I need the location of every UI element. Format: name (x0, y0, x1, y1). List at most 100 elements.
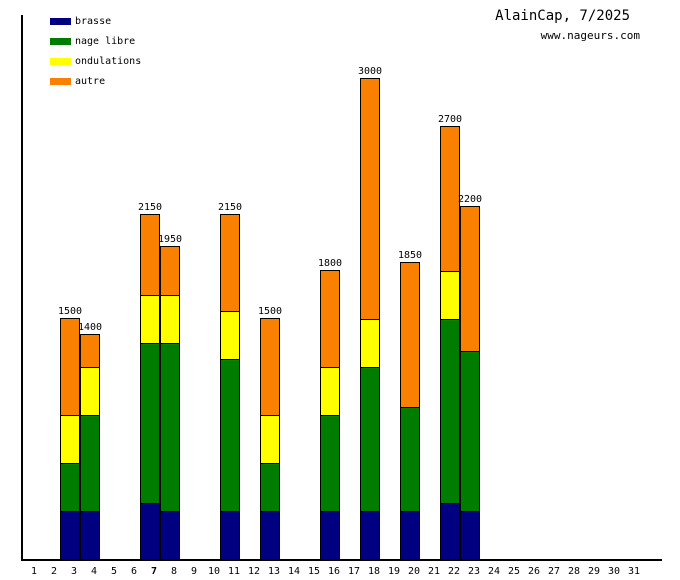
bar-total-label-day-13: 1500 (257, 306, 283, 317)
legend-label-autre: autre (75, 76, 106, 87)
bar-segment-nage_libre (361, 367, 379, 511)
nage_libre-swatch-icon (50, 38, 71, 45)
bar-segment-nage_libre (221, 359, 239, 511)
bar-segment-brasse (81, 511, 99, 559)
bar-segment-nage_libre (61, 463, 79, 511)
x-tick-25: 25 (507, 566, 521, 577)
bar-segment-brasse (321, 511, 339, 559)
x-tick-21: 21 (427, 566, 441, 577)
bar-segment-autre (401, 263, 419, 407)
bar-segment-brasse (221, 511, 239, 559)
x-tick-31: 31 (627, 566, 641, 577)
x-tick-17: 17 (347, 566, 361, 577)
bar-total-label-day-16: 1800 (317, 258, 343, 269)
bar-segment-autre (321, 271, 339, 367)
legend-label-ondulations: ondulations (75, 56, 142, 67)
bar-segment-brasse (441, 503, 459, 559)
bar-segment-nage_libre (401, 407, 419, 511)
x-tick-30: 30 (607, 566, 621, 577)
bar-total-label-day-3: 1500 (57, 306, 83, 317)
bar-segment-brasse (461, 511, 479, 559)
bar-day-8 (160, 246, 180, 560)
x-tick-8: 8 (170, 566, 178, 577)
brasse-swatch-icon (50, 18, 71, 25)
y-axis-line (21, 15, 23, 561)
x-tick-14: 14 (287, 566, 301, 577)
bar-segment-autre (261, 319, 279, 415)
bar-segment-autre (61, 319, 79, 415)
x-tick-16: 16 (327, 566, 341, 577)
x-tick-11: 11 (227, 566, 241, 577)
x-tick-9: 9 (190, 566, 198, 577)
bar-segment-ondulations (141, 295, 159, 343)
bar-segment-autre (161, 247, 179, 295)
bar-segment-brasse (261, 511, 279, 559)
x-tick-10: 10 (207, 566, 221, 577)
autre-swatch-icon (50, 78, 71, 85)
bar-day-4 (80, 334, 100, 560)
x-tick-23: 23 (467, 566, 481, 577)
bar-total-label-day-7: 2150 (137, 202, 163, 213)
bar-total-label-day-22: 2700 (437, 114, 463, 125)
bar-day-23 (460, 206, 480, 560)
legend-label-brasse: brasse (75, 16, 112, 27)
bar-segment-nage_libre (141, 343, 159, 503)
bar-segment-ondulations (81, 367, 99, 415)
bar-segment-brasse (401, 511, 419, 559)
bar-total-label-day-8: 1950 (157, 234, 183, 245)
bar-segment-ondulations (221, 311, 239, 359)
bar-day-16 (320, 270, 340, 560)
ondulations-swatch-icon (50, 58, 71, 65)
bar-segment-autre (441, 127, 459, 271)
bar-segment-brasse (61, 511, 79, 559)
x-tick-6: 6 (130, 566, 138, 577)
x-tick-13: 13 (267, 566, 281, 577)
bar-segment-nage_libre (461, 351, 479, 511)
bar-total-label-day-20: 1850 (397, 250, 423, 261)
x-tick-12: 12 (247, 566, 261, 577)
site-url: www.nageurs.com (540, 29, 640, 42)
bar-segment-nage_libre (441, 319, 459, 503)
x-tick-7: 7 (150, 566, 158, 577)
bar-segment-nage_libre (261, 463, 279, 511)
x-tick-1: 1 (30, 566, 38, 577)
x-tick-5: 5 (110, 566, 118, 577)
bar-segment-ondulations (321, 367, 339, 415)
x-tick-18: 18 (367, 566, 381, 577)
x-tick-19: 19 (387, 566, 401, 577)
legend-label-nage_libre: nage libre (75, 36, 136, 47)
x-tick-26: 26 (527, 566, 541, 577)
bar-day-18 (360, 78, 380, 560)
bar-day-3 (60, 318, 80, 560)
bar-segment-brasse (141, 503, 159, 559)
bar-segment-ondulations (361, 319, 379, 367)
bar-segment-autre (141, 215, 159, 295)
x-tick-28: 28 (567, 566, 581, 577)
bar-day-11 (220, 214, 240, 560)
bar-day-22 (440, 126, 460, 560)
bar-day-13 (260, 318, 280, 560)
x-tick-3: 3 (70, 566, 78, 577)
bar-total-label-day-11: 2150 (217, 202, 243, 213)
bar-segment-autre (81, 335, 99, 367)
x-axis-line (21, 559, 662, 561)
bar-segment-ondulations (441, 271, 459, 319)
bar-segment-brasse (161, 511, 179, 559)
bar-segment-autre (221, 215, 239, 311)
x-tick-29: 29 (587, 566, 601, 577)
bar-day-20 (400, 262, 420, 560)
bar-segment-ondulations (61, 415, 79, 463)
x-tick-24: 24 (487, 566, 501, 577)
bar-total-label-day-23: 2200 (457, 194, 483, 205)
x-tick-27: 27 (547, 566, 561, 577)
bar-segment-nage_libre (161, 343, 179, 511)
bar-segment-nage_libre (321, 415, 339, 511)
x-tick-20: 20 (407, 566, 421, 577)
bar-segment-nage_libre (81, 415, 99, 511)
bar-segment-brasse (361, 511, 379, 559)
x-tick-22: 22 (447, 566, 461, 577)
bar-segment-ondulations (161, 295, 179, 343)
bar-day-7 (140, 214, 160, 560)
x-tick-2: 2 (50, 566, 58, 577)
bar-segment-autre (461, 207, 479, 351)
